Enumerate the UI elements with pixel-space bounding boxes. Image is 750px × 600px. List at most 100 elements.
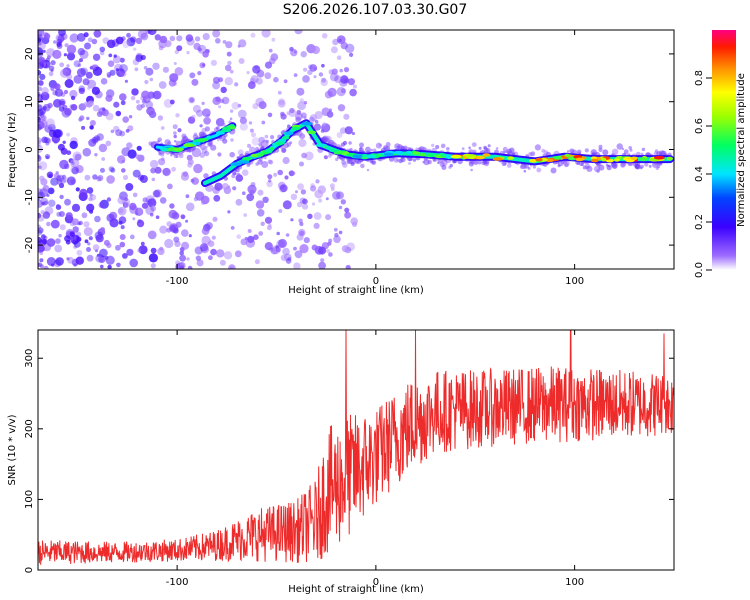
ridge-halo-blob bbox=[623, 149, 629, 155]
noise-blob bbox=[303, 101, 308, 105]
noise-blob bbox=[43, 137, 50, 144]
noise-blob bbox=[191, 177, 199, 185]
noise-blob bbox=[57, 143, 65, 151]
ridge-halo-blob bbox=[506, 163, 512, 168]
ridge-halo-blob bbox=[503, 161, 507, 165]
noise-blob bbox=[106, 213, 115, 222]
ridge-hotspot bbox=[284, 131, 294, 135]
noise-blob bbox=[122, 174, 129, 181]
noise-blob bbox=[162, 167, 171, 176]
noise-blob bbox=[153, 91, 160, 99]
noise-blob bbox=[299, 244, 309, 254]
noise-blob bbox=[59, 194, 64, 200]
noise-blob bbox=[40, 178, 48, 186]
ridge-halo-blob bbox=[408, 162, 411, 165]
noise-blob bbox=[77, 63, 82, 68]
ridge-halo-blob bbox=[620, 162, 626, 168]
noise-blob bbox=[169, 73, 179, 83]
noise-blob bbox=[41, 234, 46, 240]
spectrogram-x-axis-label: Height of straight line (km) bbox=[288, 285, 424, 296]
noise-blob bbox=[313, 123, 321, 131]
noise-blob bbox=[84, 239, 89, 244]
colorbar-gradient bbox=[712, 30, 736, 270]
noise-blob bbox=[290, 218, 294, 222]
noise-blob bbox=[61, 108, 71, 118]
ridge-hotspot bbox=[197, 138, 209, 142]
noise-blob bbox=[349, 88, 357, 97]
ridge-halo-blob bbox=[639, 166, 643, 170]
noise-blob bbox=[254, 259, 260, 265]
noise-blob bbox=[311, 202, 316, 206]
noise-blob bbox=[149, 212, 154, 217]
ridge-halo-blob bbox=[350, 162, 355, 166]
noise-blob bbox=[38, 86, 42, 92]
ridge-hotspot bbox=[440, 153, 446, 157]
noise-blob bbox=[76, 33, 86, 42]
ridge-halo-blob bbox=[208, 142, 212, 146]
noise-blob bbox=[71, 167, 79, 175]
ridge-halo-blob bbox=[590, 149, 597, 156]
noise-blob bbox=[92, 174, 98, 180]
noise-blob bbox=[285, 233, 290, 237]
noise-blob bbox=[192, 104, 201, 113]
noise-blob bbox=[41, 87, 49, 95]
ridge-halo-blob bbox=[366, 168, 370, 172]
noise-blob bbox=[186, 257, 190, 261]
noise-blob bbox=[169, 203, 175, 209]
noise-blob bbox=[145, 67, 154, 76]
snr-y-axis-label: SNR (10 * v/v) bbox=[7, 414, 18, 485]
ridge-halo-blob bbox=[593, 165, 601, 173]
noise-blob bbox=[69, 33, 79, 43]
noise-blob bbox=[115, 129, 123, 137]
noise-blob bbox=[88, 138, 97, 147]
spectrogram-x-tick-label: 100 bbox=[565, 276, 584, 287]
ridge-halo-blob bbox=[370, 148, 374, 152]
noise-blob bbox=[120, 70, 127, 77]
noise-blob bbox=[137, 30, 147, 39]
noise-blob bbox=[60, 100, 65, 106]
noise-blob bbox=[119, 93, 127, 101]
noise-blob bbox=[45, 118, 55, 128]
noise-blob bbox=[66, 64, 70, 68]
noise-blob bbox=[216, 249, 225, 258]
noise-blob bbox=[38, 80, 44, 86]
noise-blob bbox=[94, 215, 101, 223]
noise-blob bbox=[268, 247, 273, 252]
ridge-halo-blob bbox=[328, 154, 332, 158]
noise-blob bbox=[38, 199, 43, 208]
ridge-halo-blob bbox=[641, 147, 646, 152]
noise-blob bbox=[38, 262, 43, 267]
noise-blob bbox=[39, 258, 44, 263]
ridge-hotspot bbox=[450, 154, 462, 159]
colorbar-tick-label: 0.2 bbox=[694, 214, 705, 230]
noise-blob bbox=[124, 79, 128, 83]
noise-blob bbox=[215, 96, 221, 102]
noise-blob bbox=[54, 244, 63, 253]
noise-blob bbox=[88, 100, 94, 107]
noise-blob bbox=[91, 86, 100, 95]
noise-blob bbox=[46, 221, 51, 227]
ridge-halo-blob bbox=[222, 122, 226, 127]
noise-blob bbox=[241, 169, 249, 176]
noise-blob bbox=[248, 121, 253, 125]
noise-blob bbox=[162, 167, 171, 177]
ridge-halo-blob bbox=[340, 142, 346, 147]
noise-blob bbox=[98, 255, 106, 263]
noise-blob bbox=[106, 242, 112, 249]
noise-blob bbox=[315, 179, 320, 184]
noise-blob bbox=[277, 169, 284, 176]
ridge-hotspot bbox=[160, 147, 169, 152]
ridge-halo-blob bbox=[577, 149, 582, 154]
ridge-halo-blob bbox=[295, 116, 301, 123]
noise-blob bbox=[334, 232, 339, 238]
noise-blob bbox=[301, 152, 307, 159]
noise-blob bbox=[202, 33, 210, 41]
noise-blob bbox=[150, 205, 157, 212]
noise-blob bbox=[210, 248, 217, 256]
noise-blob bbox=[40, 91, 50, 101]
noise-blob bbox=[126, 142, 133, 149]
noise-blob bbox=[179, 262, 184, 266]
ridge-hotspot bbox=[492, 157, 503, 161]
noise-blob bbox=[328, 252, 333, 257]
